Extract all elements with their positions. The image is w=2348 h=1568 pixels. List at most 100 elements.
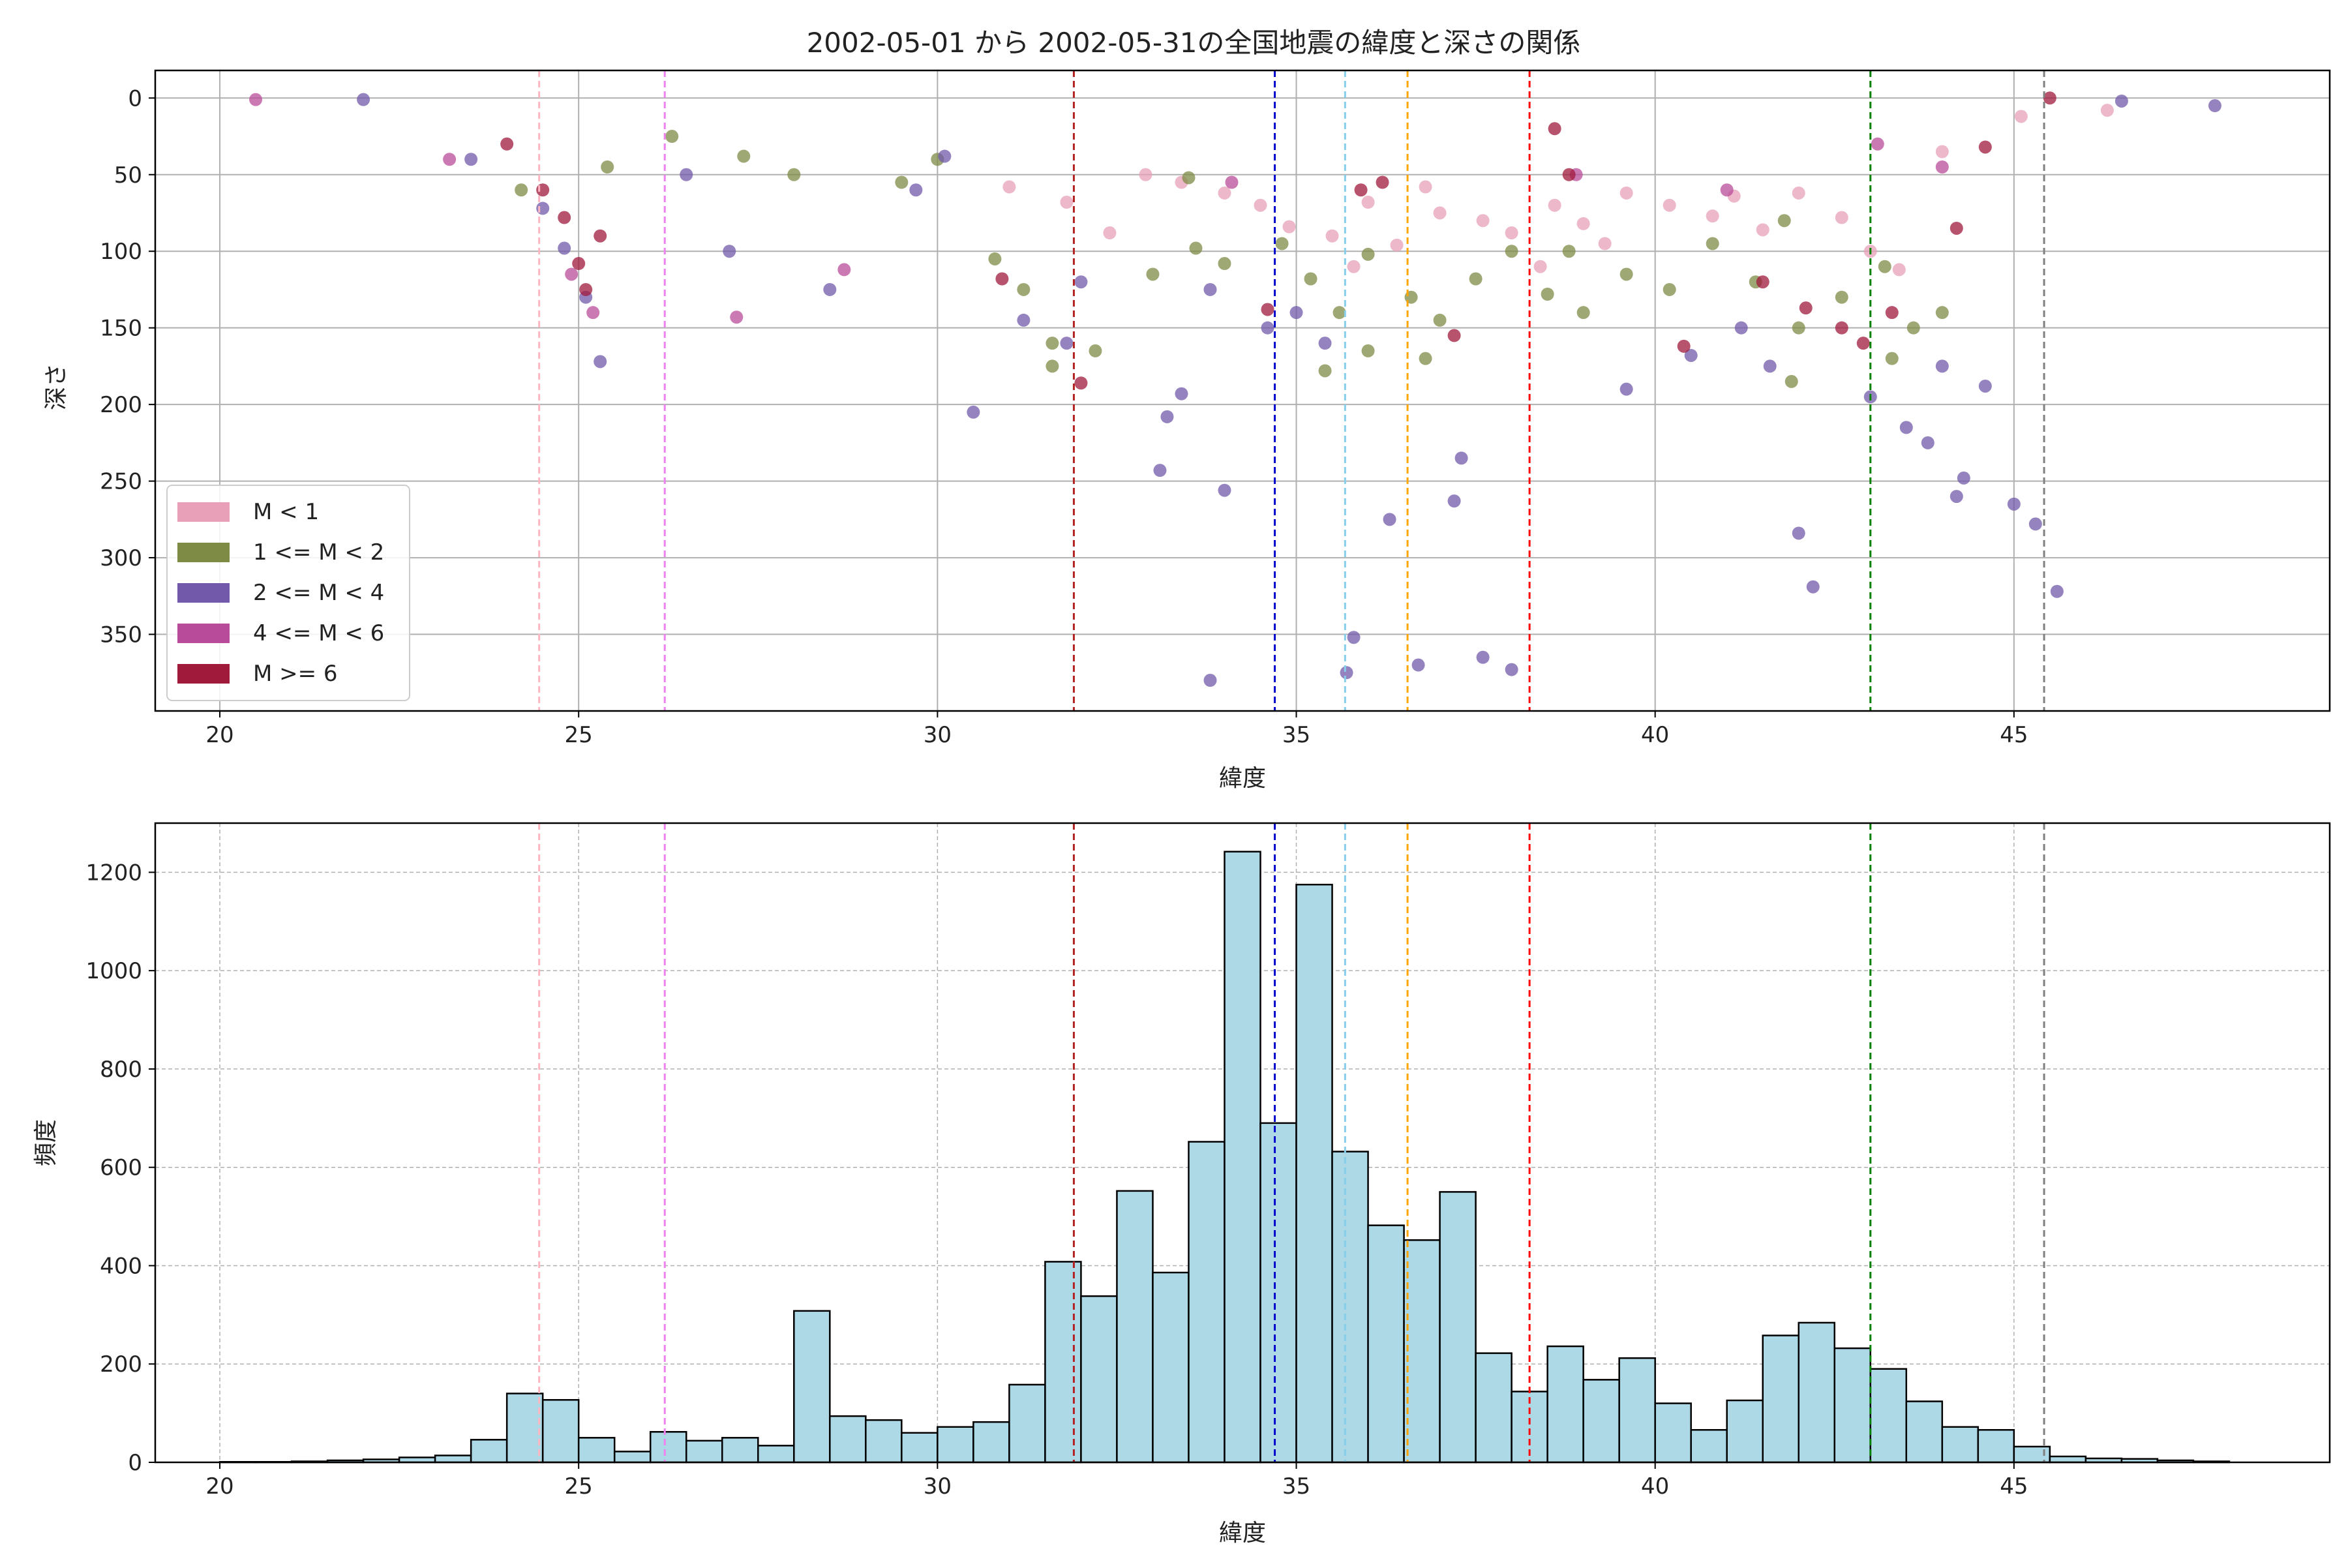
scatter-point — [1878, 260, 1891, 273]
scatter-point — [1476, 650, 1490, 664]
legend-entry-label: 1 <= M < 2 — [253, 539, 384, 565]
legend-swatch — [177, 543, 230, 562]
scatter-point — [1017, 313, 1031, 327]
histogram-bar — [1833, 1347, 1872, 1464]
scatter-point — [723, 245, 736, 258]
scatter-point — [823, 282, 837, 296]
scatter-point — [1684, 348, 1698, 362]
scatter-point — [1835, 211, 1848, 224]
scatter-x-tick-label: 35 — [1282, 722, 1310, 748]
scatter-point — [1541, 287, 1554, 301]
scatter-point — [1218, 257, 1231, 271]
scatter-point — [1447, 494, 1461, 508]
histogram-bar — [793, 1310, 831, 1464]
scatter-point — [500, 137, 514, 151]
scatter-point — [1706, 209, 1719, 223]
scatter-point — [1469, 272, 1483, 286]
scatter-point — [1153, 464, 1167, 477]
scatter-point — [1261, 321, 1274, 335]
scatter-point — [558, 241, 571, 255]
scatter-point — [1856, 337, 1870, 350]
scatter-point — [1706, 237, 1719, 250]
histogram-bar — [1690, 1428, 1728, 1464]
histogram-bar — [541, 1399, 580, 1464]
scatter-point — [1182, 171, 1196, 185]
scatter-point — [1175, 387, 1188, 400]
scatter-point — [1454, 451, 1468, 465]
scatter-point — [2043, 91, 2056, 105]
scatter-point — [1871, 137, 1884, 151]
histogram-y-tick-label: 200 — [100, 1351, 142, 1378]
histogram-bar — [1367, 1224, 1405, 1464]
scatter-point — [1354, 183, 1368, 197]
scatter-point — [680, 168, 693, 181]
scatter-y-tick-label: 250 — [100, 469, 142, 495]
legend-entry-label: 4 <= M < 6 — [253, 620, 384, 646]
histogram-x-tick-label: 45 — [2000, 1473, 2028, 1500]
scatter-point — [1949, 221, 1963, 235]
scatter-point — [1899, 421, 1913, 434]
scatter-point — [515, 183, 528, 197]
scatter-point — [2115, 94, 2128, 108]
scatter-point — [1806, 580, 1820, 594]
scatter-point — [1254, 198, 1267, 212]
histogram-bar — [577, 1437, 616, 1464]
scatter-point — [1720, 183, 1734, 197]
histogram-bar — [1439, 1191, 1477, 1464]
scatter-plot-area — [155, 70, 2330, 711]
scatter-point — [1361, 344, 1375, 357]
scatter-point — [1978, 379, 1992, 393]
histogram-bar — [1654, 1402, 1692, 1464]
scatter-point — [1347, 260, 1361, 273]
scatter-point — [1411, 658, 1425, 672]
histogram-bar — [613, 1451, 652, 1464]
scatter-point — [2100, 104, 2114, 117]
scatter-x-tick-label: 25 — [565, 722, 593, 748]
scatter-point — [665, 130, 679, 143]
scatter-point — [895, 175, 909, 189]
histogram-y-tick-label: 800 — [100, 1057, 142, 1083]
legend-entry-label: 2 <= M < 4 — [253, 580, 384, 606]
scatter-point — [1906, 321, 1920, 335]
scatter-point — [1576, 306, 1590, 320]
scatter-point — [249, 93, 263, 106]
scatter-point — [1160, 410, 1174, 423]
scatter-point — [1576, 217, 1590, 230]
legend-entry-label: M < 1 — [253, 499, 319, 525]
histogram-x-tick-label: 25 — [565, 1473, 593, 1500]
histogram-bar — [1224, 851, 1261, 1464]
scatter-point — [1835, 290, 1848, 304]
histogram-plot-frame — [154, 822, 2331, 1464]
scatter-point — [1218, 186, 1231, 200]
scatter-point — [1139, 168, 1152, 181]
histogram-bar — [685, 1440, 723, 1464]
histogram-y-axis-label: 頻度 — [33, 1119, 59, 1166]
histogram-x-tick-label: 20 — [205, 1473, 233, 1500]
histogram-bar — [1726, 1399, 1764, 1464]
scatter-point — [1332, 306, 1346, 320]
scatter-point — [1619, 267, 1633, 281]
scatter-y-tick-label: 100 — [100, 239, 142, 265]
histogram-bar — [829, 1415, 867, 1464]
histogram-x-tick-label: 30 — [924, 1473, 952, 1500]
scatter-point — [1663, 198, 1676, 212]
legend-swatch — [177, 583, 230, 603]
scatter-point — [1792, 321, 1805, 335]
scatter-point — [1383, 513, 1396, 526]
histogram-bar — [1905, 1400, 1944, 1464]
histogram-bar — [865, 1419, 903, 1464]
scatter-y-tick-label: 0 — [128, 85, 142, 112]
scatter-point — [988, 252, 1002, 265]
scatter-point — [1885, 352, 1899, 365]
scatter-point — [1282, 220, 1296, 234]
legend-swatch — [177, 624, 230, 643]
scatter-point — [1002, 180, 1016, 194]
scatter-point — [1734, 321, 1748, 335]
scatter-point — [1562, 245, 1576, 258]
histogram-x-axis-label: 緯度 — [1219, 1520, 1266, 1546]
histogram-y-tick-label: 600 — [100, 1155, 142, 1181]
scatter-point — [1677, 339, 1691, 353]
legend-entry-label: M >= 6 — [253, 661, 338, 687]
scatter-point — [1619, 186, 1633, 200]
scatter-point — [565, 267, 579, 281]
